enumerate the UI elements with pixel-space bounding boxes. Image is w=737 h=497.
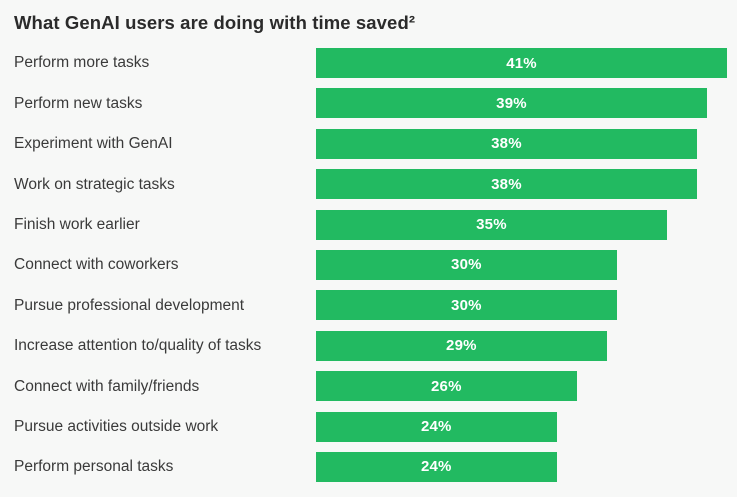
bar-value-label: 30% [451,256,482,274]
chart-row: Pursue professional development 30% [14,290,727,321]
bar-track: 38% [316,128,727,159]
chart-rows: Perform more tasks 41% Perform new tasks 39… [14,48,727,482]
bar-value-label: 29% [446,337,477,355]
bar-track: 39% [316,88,727,119]
bar-track: 41% [316,48,727,78]
bar: 24% [316,451,557,482]
category-label: Connect with family/friends [14,377,200,395]
category-label: Experiment with GenAI [14,135,173,153]
bar-track: 26% [316,371,727,402]
bar-track: 24% [316,411,727,442]
bar-value-label: 39% [496,94,527,112]
bar-value-label: 41% [506,54,537,72]
bar: 41% [316,48,727,78]
bar-value-label: 24% [420,458,452,476]
bar: 26% [316,371,577,402]
bar-value-label: 26% [431,377,462,395]
bar: 35% [316,209,667,240]
chart-row: Pursue activities outside work 24% [14,411,727,442]
chart-row: Perform personal tasks 24% [14,451,727,482]
category-label: Pursue professional development [14,296,245,314]
chart-title: What GenAI users are doing with time sav… [14,12,416,33]
bar-track: 35% [316,209,727,240]
bar: 30% [316,249,617,280]
chart-row: Experiment with GenAI 38% [14,128,727,159]
bar-value-label: 24% [420,418,452,436]
category-label: Work on strategic tasks [14,175,175,193]
category-label: Perform personal tasks [14,458,174,476]
bar-value-label: 38% [491,175,522,193]
bar: 38% [316,169,697,200]
chart-row: Connect with family/friends 26% [14,371,727,402]
bar-track: 24% [316,451,727,482]
chart-row: Connect with coworkers 30% [14,249,727,280]
category-label: Perform new tasks [14,94,143,112]
bar-value-label: 35% [476,216,507,234]
category-label: Finish work earlier [14,216,140,234]
category-label: Connect with coworkers [14,256,179,274]
bar-value-label: 30% [451,296,482,314]
bar-track: 29% [316,330,727,361]
bar-track: 30% [316,290,727,321]
bar-track: 30% [316,249,727,280]
chart-row: Perform more tasks 41% [14,48,727,78]
chart-row: Work on strategic tasks 38% [14,169,727,200]
bar: 29% [316,330,607,361]
bar-value-label: 38% [491,135,522,153]
bar: 39% [316,88,707,119]
category-label: Increase attention to/quality of tasks [14,337,262,355]
bar-track: 38% [316,169,727,200]
bar: 30% [316,290,617,321]
category-label: Pursue activities outside work [14,417,219,435]
chart-row: Increase attention to/quality of tasks 29… [14,330,727,361]
chart-row: Perform new tasks 39% [14,88,727,119]
bar: 38% [316,128,697,159]
category-label: Perform more tasks [14,54,150,72]
chart-row: Finish work earlier 35% [14,209,727,240]
bar: 24% [316,411,557,442]
